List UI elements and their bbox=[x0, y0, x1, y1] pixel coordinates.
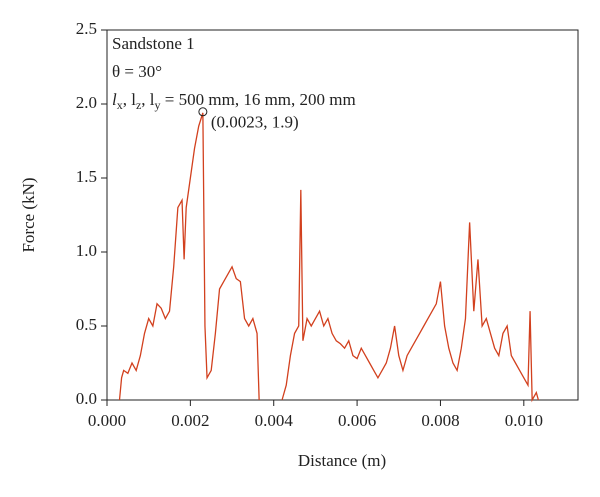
y-axis-label: Force (kN) bbox=[19, 177, 38, 252]
x-tick-label: 0.002 bbox=[171, 411, 209, 430]
info-text: Sandstone 1 bbox=[112, 34, 195, 53]
plot-frame bbox=[106, 29, 579, 401]
annotation-marker bbox=[198, 107, 208, 117]
x-tick-label: 0.010 bbox=[505, 411, 543, 430]
y-tick-label: 0.5 bbox=[76, 315, 97, 334]
y-tick-label: 2.5 bbox=[76, 19, 97, 38]
x-tick-label: 0.006 bbox=[338, 411, 376, 430]
info-text-part: x bbox=[117, 98, 123, 112]
info-text-part: y bbox=[155, 98, 161, 112]
info-text-part: , l bbox=[123, 90, 137, 109]
info-text-part: l bbox=[112, 90, 117, 109]
x-tick-label: 0.008 bbox=[421, 411, 459, 430]
x-axis-label: Distance (m) bbox=[298, 451, 386, 470]
info-text-part: z bbox=[136, 98, 141, 112]
x-tick-label: 0.004 bbox=[255, 411, 294, 430]
info-text-part: , l bbox=[141, 90, 155, 109]
y-tick-label: 1.5 bbox=[76, 167, 97, 186]
y-tick-label: 1.0 bbox=[76, 241, 97, 260]
x-tick-label: 0.000 bbox=[88, 411, 126, 430]
info-text: lx, lz, ly = 500 mm, 16 mm, 200 mm bbox=[112, 90, 356, 112]
y-tick-label: 2.0 bbox=[76, 93, 97, 112]
y-tick-label: 0.0 bbox=[76, 389, 97, 408]
info-text: θ = 30° bbox=[112, 62, 162, 81]
info-text-part: = 500 mm, 16 mm, 200 mm bbox=[161, 90, 356, 109]
force-line bbox=[118, 112, 540, 403]
annotation-label: (0.0023, 1.9) bbox=[211, 113, 299, 132]
